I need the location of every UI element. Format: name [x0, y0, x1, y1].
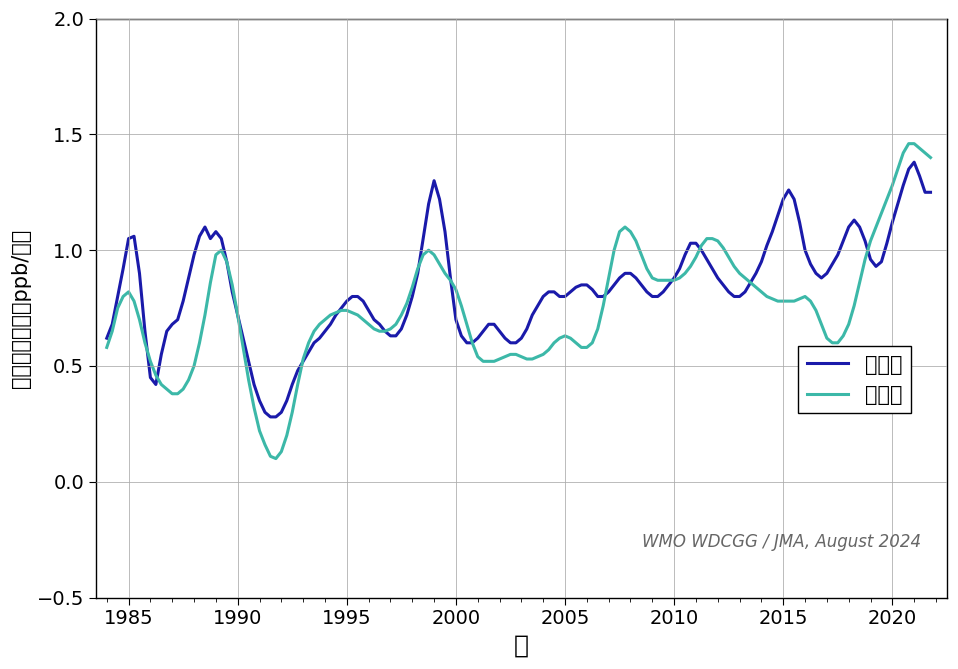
南半球 [226, 281, 238, 289]
Line: 南半球: 南半球 [106, 144, 930, 458]
南半球 [128, 297, 140, 305]
北半球 [264, 413, 276, 421]
X-axis label: 年: 年 [513, 634, 529, 658]
南半球 [314, 320, 326, 328]
Text: WMO WDCGG / JMA, August 2024: WMO WDCGG / JMA, August 2024 [642, 533, 922, 551]
北半球 [641, 288, 652, 296]
Legend: 北半球, 南半球: 北半球, 南半球 [798, 347, 911, 413]
南半球 [657, 276, 669, 284]
北半球 [128, 232, 140, 240]
北半球 [657, 288, 669, 296]
南半球 [924, 154, 936, 162]
北半球 [390, 332, 401, 340]
南半球 [101, 343, 112, 351]
南半球 [641, 265, 652, 273]
北半球 [101, 334, 112, 342]
北半球 [314, 334, 326, 342]
北半球 [908, 158, 920, 166]
南半球 [903, 140, 915, 148]
Line: 北半球: 北半球 [106, 162, 930, 417]
南半球 [270, 454, 282, 462]
Y-axis label: 濃度年増加量（ppb/年）: 濃度年増加量（ppb/年） [11, 228, 31, 388]
北半球 [924, 188, 936, 196]
南半球 [390, 320, 401, 328]
北半球 [226, 288, 238, 296]
